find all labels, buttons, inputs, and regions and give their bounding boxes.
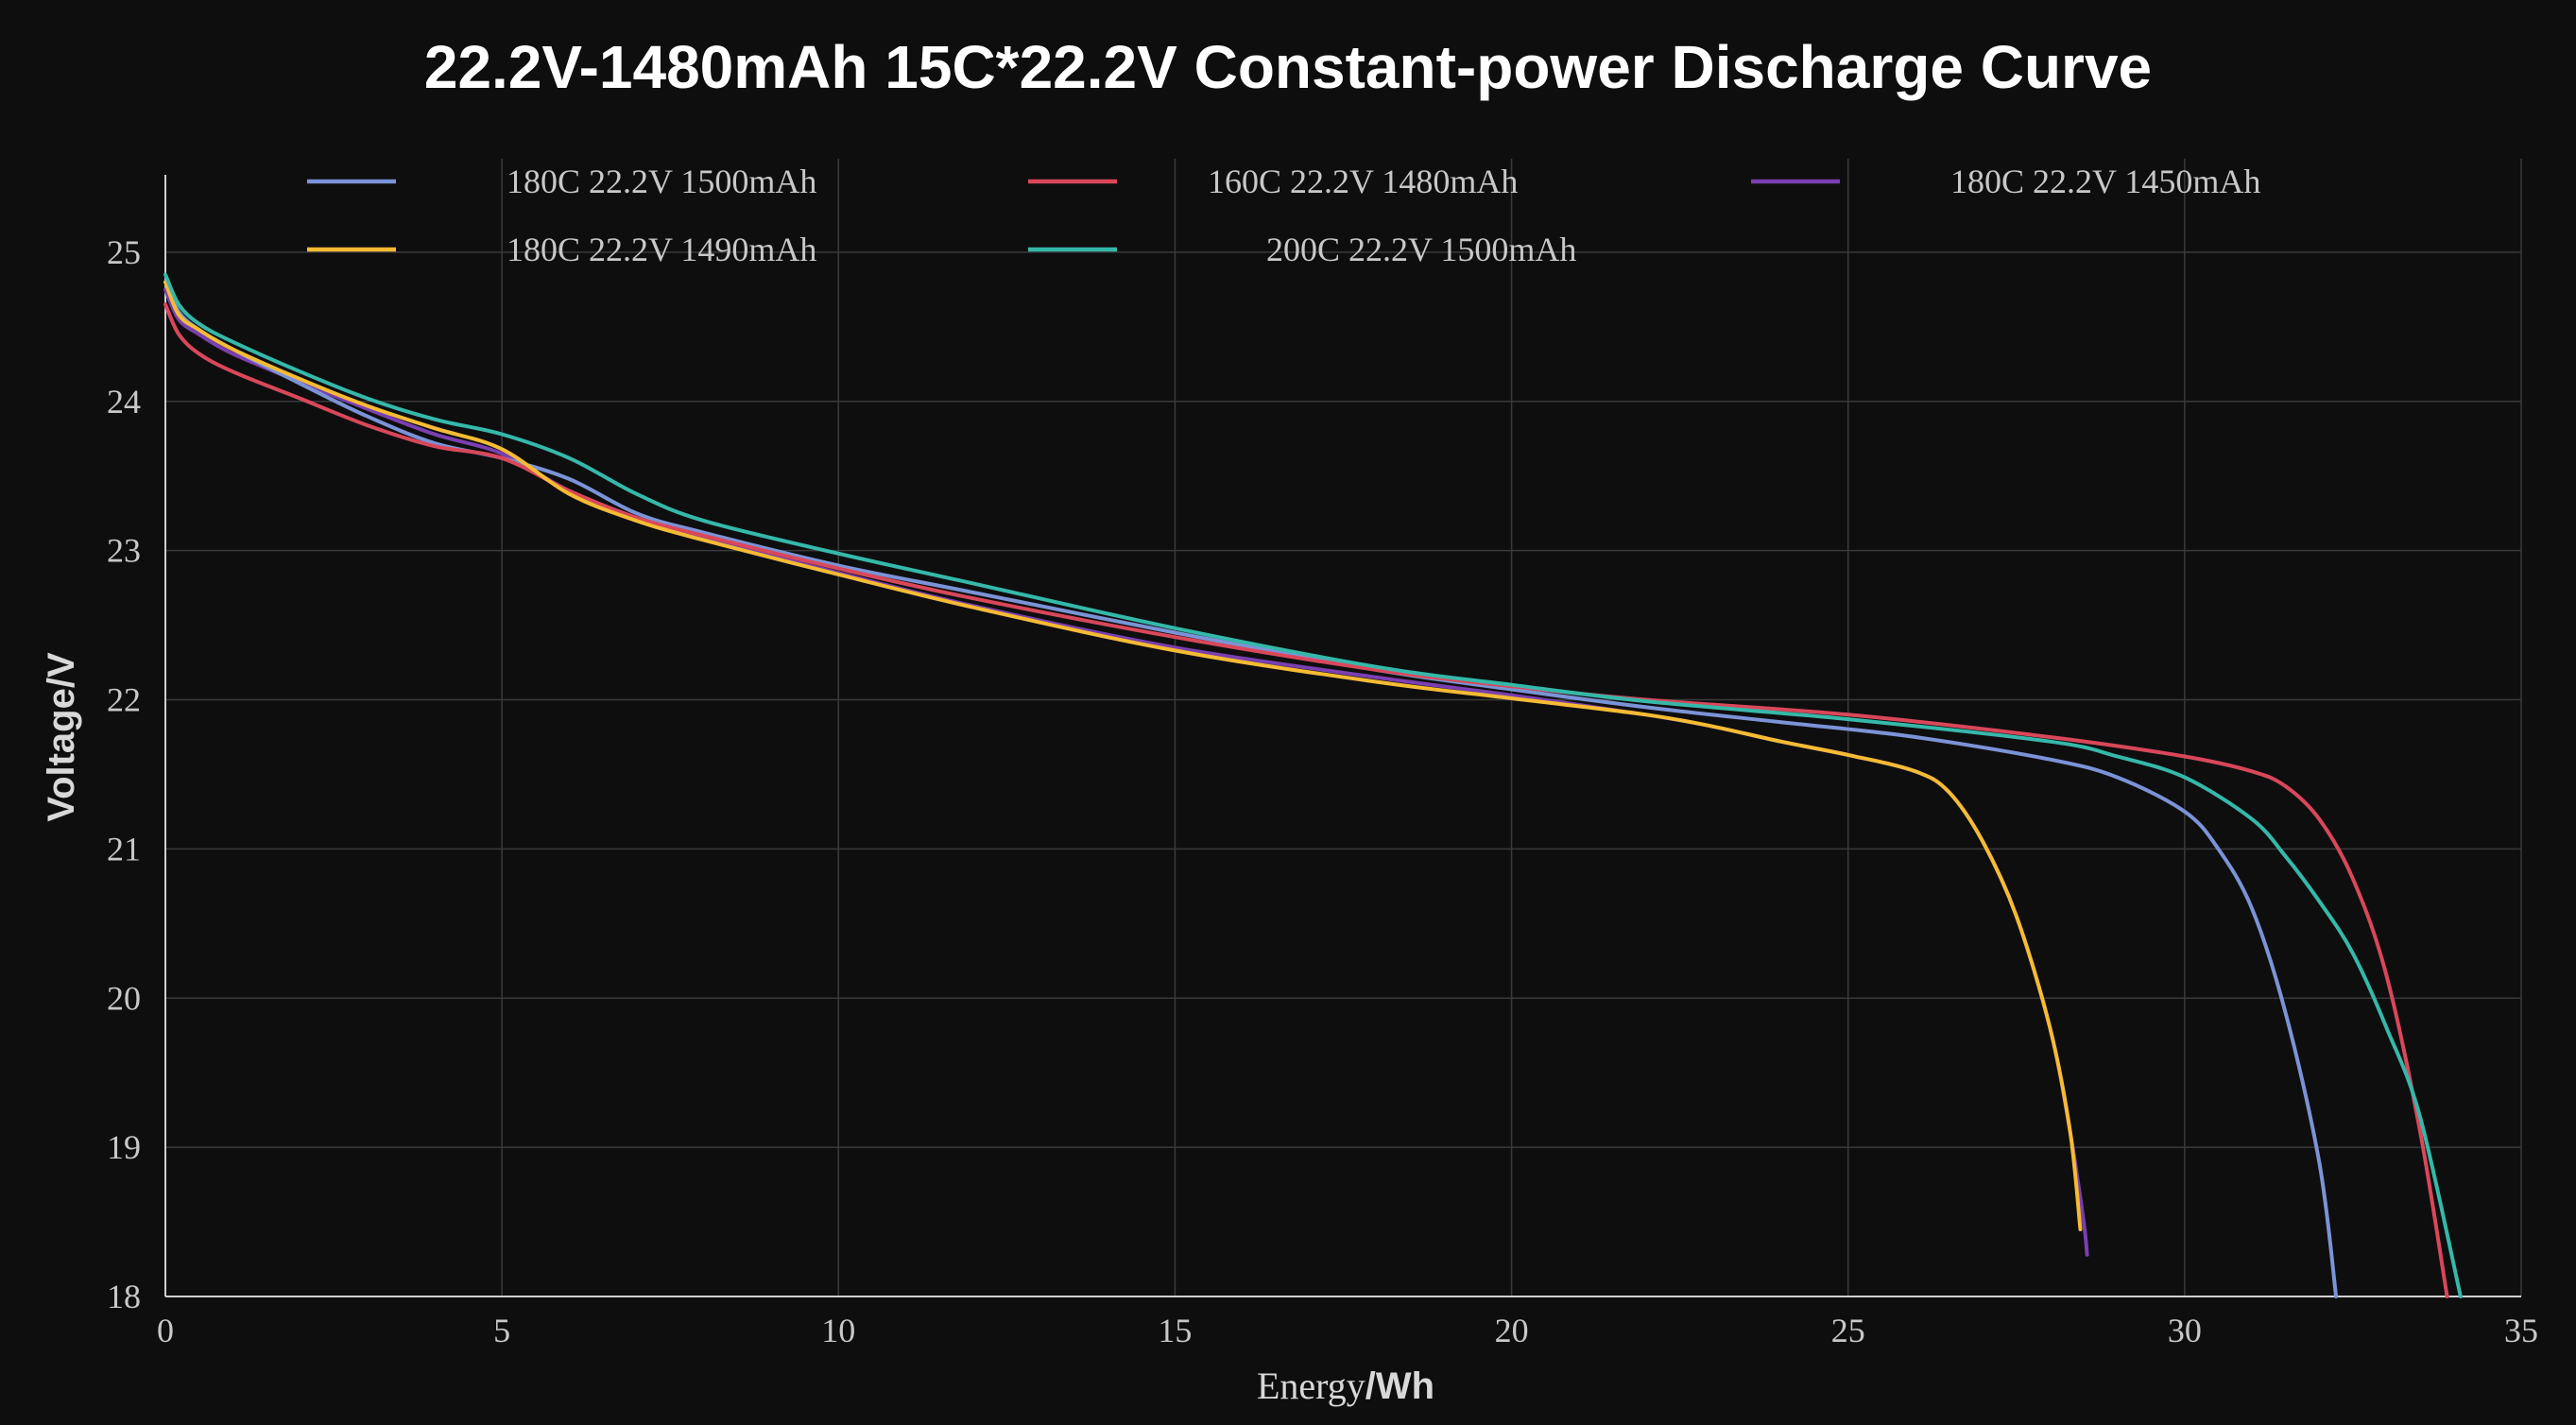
series-line <box>163 272 2463 1298</box>
x-tick-label: 10 <box>821 1312 855 1349</box>
x-axis-label: Energy/Wh <box>1257 1365 1434 1407</box>
y-tick-label: 20 <box>107 979 141 1017</box>
x-tick-label: 25 <box>1831 1312 1865 1349</box>
x-tick-label: 0 <box>157 1312 174 1349</box>
tick-labels: 0 5 10 15 20 25 30 35 18 19 20 21 22 23 24 25 <box>107 233 2538 1349</box>
y-tick-label: 18 <box>107 1278 141 1315</box>
y-tick-label: 25 <box>107 233 141 271</box>
legend-label: 180C 22.2V 1490mAh <box>507 231 816 268</box>
x-tick-label: 30 <box>2168 1312 2202 1349</box>
y-tick-label: 24 <box>107 383 141 421</box>
legend: 180C 22.2V 1500mAh 160C 22.2V 1480mAh 180C… <box>307 163 2260 268</box>
x-tick-label: 15 <box>1158 1312 1192 1349</box>
series-lines <box>163 272 2463 1298</box>
series-line <box>163 302 2449 1298</box>
x-tick-label: 20 <box>1495 1312 1529 1349</box>
y-tick-label: 23 <box>107 532 141 570</box>
grid-lines <box>165 159 2522 1296</box>
x-axis-label-unit: /Wh <box>1365 1365 1434 1407</box>
axes <box>164 175 2521 1297</box>
y-tick-label: 19 <box>107 1128 141 1166</box>
legend-label: 180C 22.2V 1500mAh <box>507 163 816 200</box>
legend-label: 180C 22.2V 1450mAh <box>1950 163 2260 200</box>
y-tick-label: 22 <box>107 681 141 719</box>
y-axis-label: Voltage/V <box>41 652 82 822</box>
x-axis-label-quantity: Energy <box>1257 1365 1365 1407</box>
x-tick-label: 35 <box>2504 1312 2538 1349</box>
series-line <box>163 280 2339 1298</box>
legend-label: 160C 22.2V 1480mAh <box>1208 163 1518 200</box>
y-tick-label: 21 <box>107 830 141 867</box>
legend-label: 200C 22.2V 1500mAh <box>1266 231 1576 268</box>
chart-title: 22.2V-1480mAh 15C*22.2V Constant-power D… <box>423 33 2153 101</box>
series-line <box>163 280 2083 1231</box>
x-tick-label: 5 <box>493 1312 510 1349</box>
